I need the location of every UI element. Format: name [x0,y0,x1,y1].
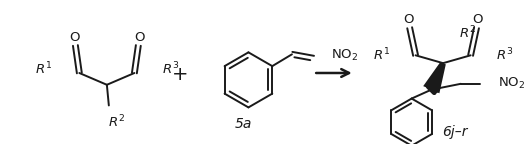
Text: +: + [172,65,189,84]
Text: O: O [69,31,80,44]
Text: $R^3$: $R^3$ [496,47,514,64]
Text: O: O [472,13,483,26]
Text: 5a: 5a [235,117,252,131]
Text: $R^2$: $R^2$ [459,25,476,41]
Polygon shape [423,62,446,93]
Text: NO$_2$: NO$_2$ [498,76,526,91]
Text: $R^1$: $R^1$ [35,61,52,77]
Text: $R^3$: $R^3$ [162,61,179,77]
Text: 6j–r: 6j–r [442,125,467,139]
Text: O: O [403,13,414,26]
Text: $R^1$: $R^1$ [373,47,390,64]
Text: NO$_2$: NO$_2$ [331,48,359,63]
Text: O: O [134,31,145,44]
Text: $R^2$: $R^2$ [108,113,125,130]
